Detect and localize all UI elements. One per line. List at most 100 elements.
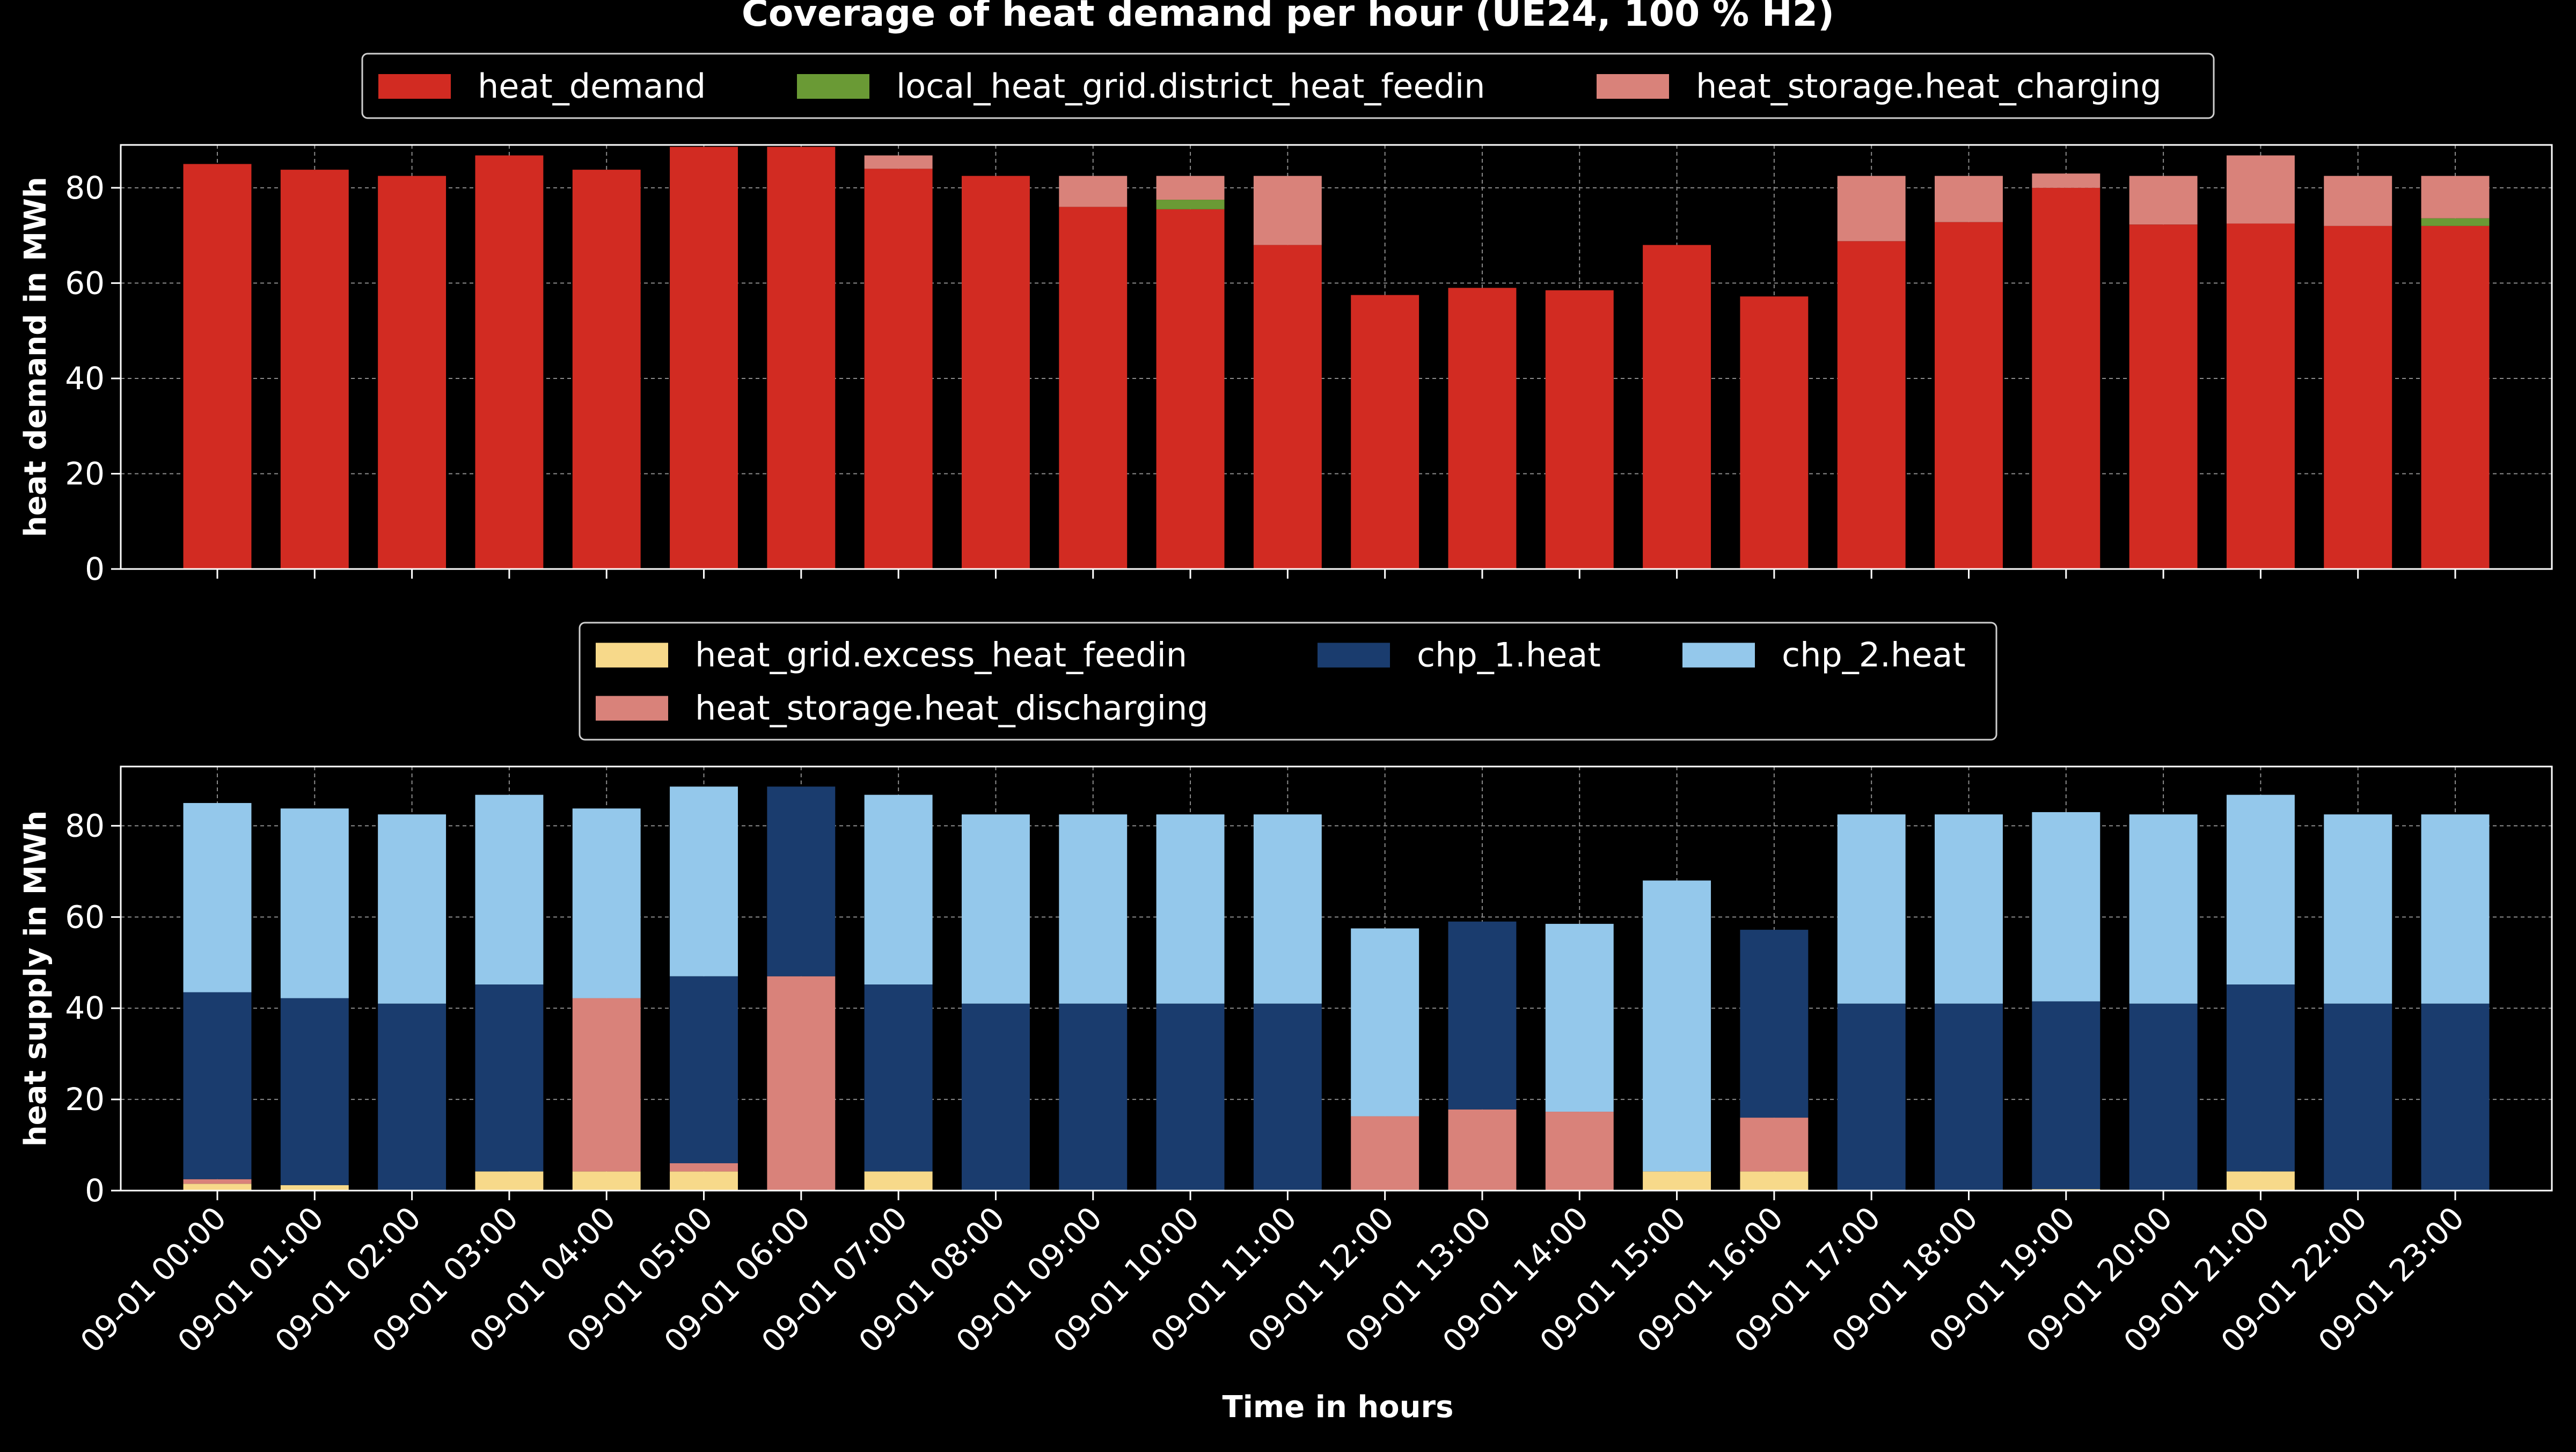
y-tick-label: 80 <box>65 170 105 206</box>
bar-chp-1-heat <box>1059 1003 1128 1191</box>
legend-frame <box>361 53 2215 119</box>
bar-chp-2-heat <box>670 786 738 976</box>
bar-chp-2-heat <box>961 814 1030 1004</box>
y-axis-label: heat supply in MWh <box>18 811 53 1147</box>
bar-heat-demand <box>1253 245 1322 569</box>
bar-heat-demand <box>864 169 933 569</box>
y-tick-label: 0 <box>85 1172 105 1209</box>
legend-label: heat_demand <box>478 67 706 106</box>
bar-chp-2-heat <box>1351 928 1419 1117</box>
bar-chp-1-heat <box>2032 1001 2101 1190</box>
axes-frame <box>120 765 2553 1192</box>
legend-swatch <box>596 643 668 668</box>
bar-heat-storage-heat-charging <box>2226 155 2295 224</box>
bar-chp-2-heat <box>2032 812 2101 1002</box>
bar-chp-2-heat <box>2421 814 2490 1004</box>
bar-chp-1-heat <box>670 976 738 1164</box>
bar-chp-2-heat <box>1643 880 1711 1172</box>
bar-heat-grid-excess-heat-feedin <box>1643 1171 1711 1191</box>
legend-swatch <box>378 74 451 99</box>
bar-chp-1-heat <box>864 984 933 1172</box>
bar-heat-storage-heat-discharging <box>1351 1116 1419 1191</box>
legend-label: heat_storage.heat_discharging <box>695 689 1209 728</box>
bar-heat-storage-heat-charging <box>864 155 933 169</box>
bar-heat-demand <box>378 176 447 569</box>
axes-frame <box>120 144 2553 570</box>
bar-chp-2-heat <box>1837 814 1906 1004</box>
bar-chp-2-heat <box>2226 794 2295 985</box>
bar-heat-demand <box>670 147 738 570</box>
y-tick-label: 20 <box>65 455 105 492</box>
y-tick-label: 20 <box>65 1081 105 1118</box>
bar-chp-2-heat <box>183 802 252 993</box>
legend-label: chp_2.heat <box>1782 636 1966 675</box>
bar-chp-1-heat <box>1740 930 1809 1118</box>
chart-title: Coverage of heat demand per hour (UE24, … <box>742 0 1834 35</box>
bar-chp-2-heat <box>2324 814 2392 1004</box>
y-tick-label: 40 <box>65 360 105 397</box>
bar-chp-1-heat <box>767 786 836 976</box>
bar-heat-storage-heat-discharging <box>1448 1109 1517 1191</box>
bar-heat-demand <box>1545 290 1614 569</box>
bar-heat-demand <box>1448 288 1517 569</box>
bar-heat-storage-heat-charging <box>2032 173 2101 188</box>
bar-chp-2-heat <box>2129 814 2198 1004</box>
bar-heat-demand <box>2129 224 2198 569</box>
bar-chp-1-heat <box>183 992 252 1179</box>
bar-heat-storage-heat-discharging <box>767 976 836 1191</box>
bar-heat-storage-heat-charging <box>1059 176 1128 207</box>
x-axis-label: Time in hours <box>1223 1390 1454 1425</box>
bar-heat-demand <box>1643 245 1711 569</box>
y-tick-label: 0 <box>85 551 105 587</box>
bar-heat-demand <box>961 176 1030 569</box>
legend-label: heat_storage.heat_charging <box>1696 67 2162 106</box>
legend-frame <box>579 622 1997 741</box>
bar-heat-storage-heat-charging <box>2324 176 2392 226</box>
bar-heat-demand <box>1935 222 2003 570</box>
subplot-1: 0 20 40 60 80 heat demand in MWh heat_demand lo… <box>18 53 2553 587</box>
y-tick-label: 60 <box>65 265 105 301</box>
bar-heat-demand <box>1837 241 1906 570</box>
bar-heat-demand <box>2032 187 2101 569</box>
bar-heat-demand <box>183 164 252 569</box>
bar-heat-storage-heat-discharging <box>572 998 641 1172</box>
bar-heat-demand <box>475 155 544 569</box>
bar-chp-2-heat <box>1935 814 2003 1004</box>
bar-heat-storage-heat-discharging <box>1545 1112 1614 1191</box>
bar-chp-2-heat <box>572 808 641 998</box>
bar-chp-2-heat <box>1253 814 1322 1004</box>
bar-chp-2-heat <box>475 794 544 985</box>
legend-label: chp_1.heat <box>1417 636 1601 675</box>
bar-local-heat-grid-district-heat-feedin <box>1156 200 1225 209</box>
bar-chp-1-heat <box>1448 921 1517 1110</box>
bar-heat-storage-heat-charging <box>1935 176 2003 222</box>
legend-swatch <box>797 74 869 99</box>
y-tick-label: 40 <box>65 990 105 1026</box>
bar-heat-storage-heat-charging <box>1253 176 1322 245</box>
bar-chp-1-heat <box>2226 984 2295 1172</box>
legend: heat_grid.excess_heat_feedin heat_storage… <box>579 622 1997 741</box>
bar-heat-demand <box>1156 209 1225 570</box>
bar-heat-storage-heat-discharging <box>670 1163 738 1172</box>
bar-chp-1-heat <box>2324 1003 2392 1191</box>
bar-chp-1-heat <box>378 1003 447 1191</box>
bar-chp-2-heat <box>1059 814 1128 1004</box>
legend-label: heat_grid.excess_heat_feedin <box>695 636 1187 675</box>
y-axis-label: heat demand in MWh <box>18 177 53 537</box>
bar-chp-1-heat <box>1935 1003 2003 1191</box>
y-tick-label: 80 <box>65 807 105 844</box>
bar-heat-grid-excess-heat-feedin <box>280 1185 349 1191</box>
bar-heat-grid-excess-heat-feedin <box>670 1171 738 1191</box>
bar-heat-grid-excess-heat-feedin <box>572 1171 641 1191</box>
bar-chp-1-heat <box>2129 1003 2198 1191</box>
legend-swatch <box>596 696 668 721</box>
bar-heat-demand <box>2226 223 2295 569</box>
bar-chp-1-heat <box>1253 1003 1322 1191</box>
bar-heat-grid-excess-heat-feedin <box>864 1171 933 1191</box>
bar-chp-1-heat <box>2421 1003 2490 1191</box>
bar-heat-storage-heat-discharging <box>1740 1118 1809 1172</box>
bar-heat-storage-heat-discharging <box>183 1179 252 1184</box>
bar-chp-1-heat <box>1837 1003 1906 1191</box>
bar-chp-2-heat <box>280 808 349 998</box>
